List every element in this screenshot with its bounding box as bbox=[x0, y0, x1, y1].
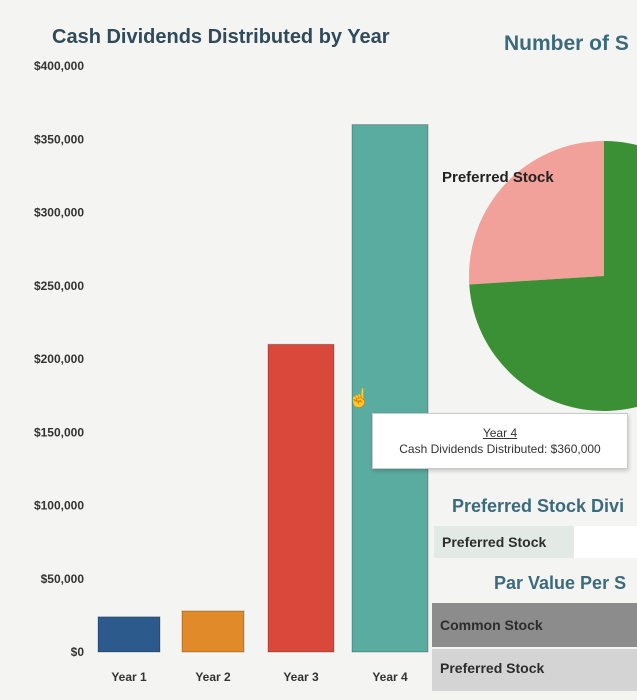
tooltip-year: Year 4 bbox=[482, 426, 518, 440]
bar-year-4 bbox=[351, 124, 429, 653]
pie-slice-1 bbox=[469, 141, 637, 411]
hand-cursor-icon: ☝ bbox=[348, 388, 371, 408]
tooltip-value: Cash Dividends Distributed: $360,000 bbox=[399, 442, 601, 456]
y-tick-label: $150,000 bbox=[34, 425, 84, 439]
y-tick-label: $250,000 bbox=[34, 279, 84, 293]
y-tick-label: $300,000 bbox=[34, 206, 84, 220]
pie-slice-label-preferred: Preferred Stock bbox=[442, 169, 554, 186]
y-tick-label: $100,000 bbox=[34, 499, 84, 513]
x-tick-label: Year 1 bbox=[111, 670, 147, 684]
preferred-stock-box[interactable]: Preferred Stock bbox=[434, 526, 574, 558]
bar-year-3 bbox=[267, 343, 335, 653]
y-tick-label: $0 bbox=[71, 645, 85, 659]
preferred-stock-value-box bbox=[574, 526, 637, 558]
y-tick-label: $350,000 bbox=[34, 132, 84, 146]
x-tick-label: Year 4 bbox=[372, 670, 408, 684]
common-stock-box[interactable]: Common Stock bbox=[432, 603, 637, 647]
y-tick-label: $50,000 bbox=[41, 572, 85, 586]
x-tick-label: Year 2 bbox=[195, 670, 231, 684]
pie-slice-0 bbox=[468, 141, 604, 285]
y-tick-label: $200,000 bbox=[34, 352, 84, 366]
preferred-stock-par-box[interactable]: Preferred Stock bbox=[432, 649, 637, 691]
x-tick-label: Year 3 bbox=[283, 670, 319, 684]
bar-year-2 bbox=[181, 610, 245, 653]
par-value-title: Par Value Per S bbox=[494, 573, 627, 593]
y-tick-label: $400,000 bbox=[34, 59, 84, 73]
pie-chart-title: Number of S bbox=[504, 32, 629, 55]
preferred-dividends-title: Preferred Stock Divi bbox=[452, 496, 625, 516]
bar-year-1 bbox=[97, 616, 161, 653]
bar-tooltip: Year 4 Cash Dividends Distributed: $360,… bbox=[372, 413, 628, 469]
bar-chart-title: Cash Dividends Distributed by Year bbox=[52, 26, 390, 48]
